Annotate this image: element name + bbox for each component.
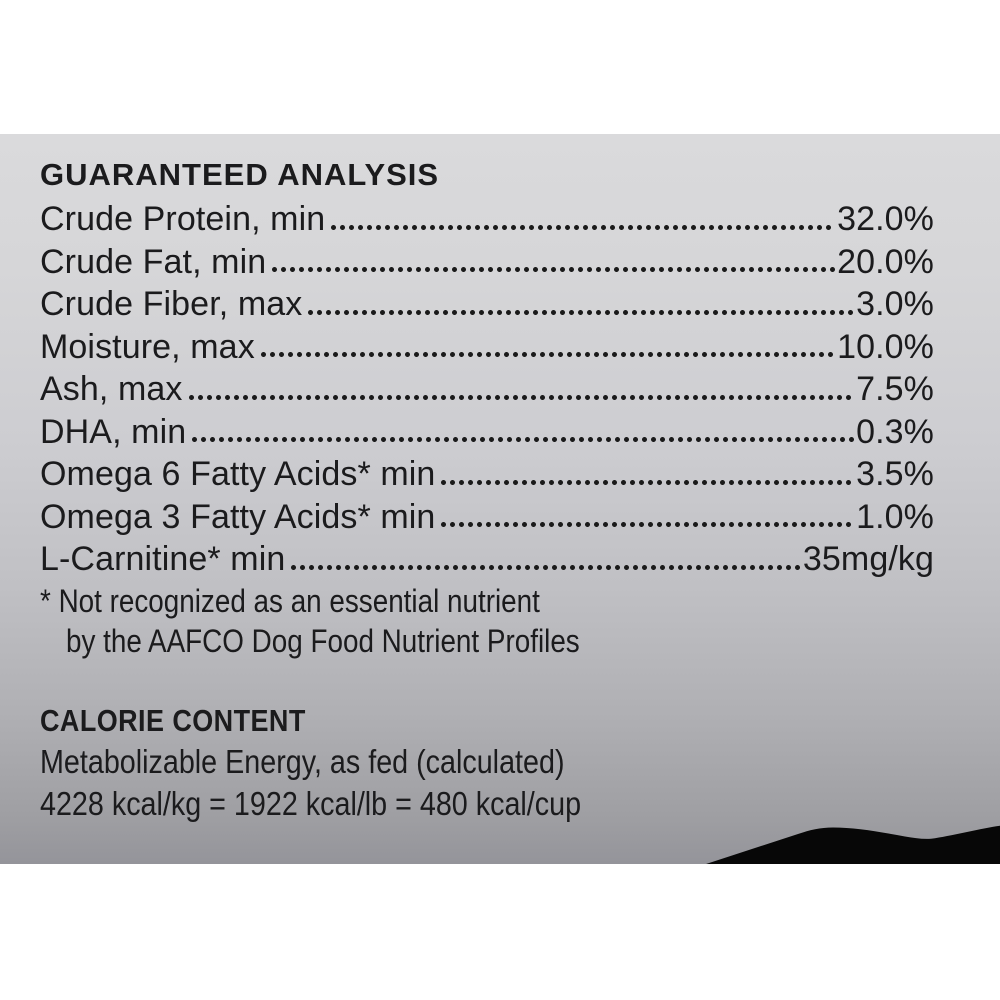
calorie-heading-text: CALORIE CONTENT	[40, 702, 306, 738]
nutrient-row-dha: DHA, min 0.3%	[40, 411, 934, 454]
guaranteed-analysis-heading: GUARANTEED ANALYSIS	[40, 157, 440, 192]
footnote-text: * Not recognized as an essential nutrien…	[40, 582, 540, 619]
nutrient-value: 1.0%	[856, 497, 934, 536]
nutrient-value: 10.0%	[837, 327, 934, 366]
dot-leader	[258, 352, 836, 357]
nutrient-value: 0.3%	[856, 412, 934, 451]
footnote-text: by the AAFCO Dog Food Nutrient Profiles	[66, 622, 580, 659]
nutrient-value: 3.0%	[856, 285, 934, 323]
kcal-values-text: 4228 kcal/kg = 1922 kcal/lb = 480 kcal/c…	[40, 784, 582, 822]
nutrient-row-omega-6: Omega 6 Fatty Acids* min 3.5%	[40, 453, 934, 496]
nutrient-row-crude-fiber: Crude Fiber, max 3.0%	[40, 283, 934, 326]
nutrient-row-omega-3: Omega 3 Fatty Acids* min 1.0%	[40, 496, 934, 539]
nutrient-value: 35mg/kg	[802, 540, 934, 578]
nutrient-value: 20.0%	[837, 242, 934, 281]
nutrient-row-crude-fat: Crude Fat, min 20.0%	[40, 241, 934, 284]
nutrient-label: Crude Fat, min	[40, 242, 267, 281]
nutrient-label: DHA, min	[40, 412, 187, 451]
nutrient-rows: Crude Protein, min 32.0% Crude Fat, min …	[40, 198, 934, 581]
nutrient-label: L-Carnitine* min	[40, 540, 286, 578]
metabolizable-energy-text: Metabolizable Energy, as fed (calculated…	[40, 742, 565, 780]
dot-leader	[289, 564, 801, 570]
metabolizable-energy-line: Metabolizable Energy, as fed (calculated…	[40, 741, 934, 783]
nutrient-label: Crude Protein, min	[40, 200, 326, 238]
dot-leader	[439, 522, 855, 527]
panel-content: GUARANTEED ANALYSIS Crude Protein, min 3…	[40, 156, 934, 825]
nutrient-row-moisture: Moisture, max 10.0%	[40, 326, 934, 369]
nutrient-value: 7.5%	[856, 370, 934, 408]
calorie-content-heading: CALORIE CONTENT	[40, 701, 934, 741]
nutrient-row-crude-protein: Crude Protein, min 32.0%	[40, 198, 934, 241]
nutrient-label: Crude Fiber, max	[40, 285, 303, 323]
guaranteed-analysis-panel: GUARANTEED ANALYSIS Crude Protein, min 3…	[0, 134, 1000, 864]
dot-leader	[270, 267, 836, 272]
nutrient-row-l-carnitine: L-Carnitine* min 35mg/kg	[40, 538, 934, 581]
aafco-footnote-line-1: * Not recognized as an essential nutrien…	[40, 581, 934, 621]
dot-leader	[439, 479, 855, 485]
dot-leader	[329, 224, 836, 230]
mountain-silhouette-icon	[706, 825, 1000, 864]
nutrient-value: 3.5%	[856, 455, 934, 493]
nutrient-label: Ash, max	[40, 370, 183, 408]
nutrient-row-ash: Ash, max 7.5%	[40, 368, 934, 411]
dot-leader	[190, 437, 855, 442]
dot-leader	[186, 394, 855, 400]
aafco-footnote-line-2: by the AAFCO Dog Food Nutrient Profiles	[40, 621, 934, 661]
nutrient-value: 32.0%	[837, 200, 934, 238]
nutrient-label: Omega 6 Fatty Acids* min	[40, 455, 436, 493]
dot-leader	[306, 309, 855, 315]
nutrient-label: Omega 3 Fatty Acids* min	[40, 497, 436, 536]
kcal-values-line: 4228 kcal/kg = 1922 kcal/lb = 480 kcal/c…	[40, 783, 934, 825]
nutrient-label: Moisture, max	[40, 327, 255, 366]
